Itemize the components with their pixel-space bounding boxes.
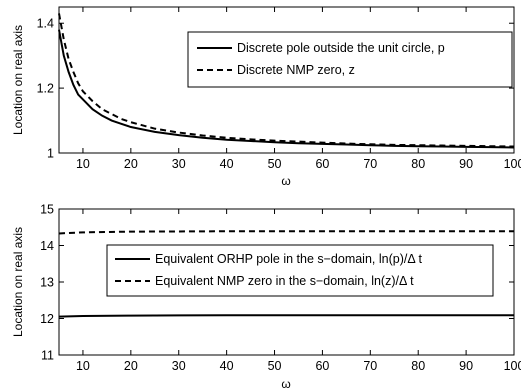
top-x-tick-label: 50 bbox=[268, 157, 282, 171]
top-x-tick-label: 40 bbox=[220, 157, 234, 171]
bottom-x-tick-label: 20 bbox=[124, 359, 138, 373]
top-legend-label-pole: Discrete pole outside the unit circle, p bbox=[237, 41, 445, 55]
bottom-x-tick-label: 30 bbox=[172, 359, 186, 373]
bottom-y-tick-label: 12 bbox=[40, 312, 54, 326]
bottom-x-axis-label: ω bbox=[281, 377, 290, 391]
bottom-y-tick-label: 11 bbox=[41, 349, 54, 363]
bottom-y-axis-label: Location on real axis bbox=[11, 227, 25, 337]
top-x-axis-label: ω bbox=[281, 174, 290, 188]
top-series-lines bbox=[58, 13, 515, 149]
top-y-axis-label: Location on real axis bbox=[11, 25, 25, 135]
top-y-tick-label: 1.2 bbox=[37, 82, 54, 96]
top-series-line-zero bbox=[58, 13, 515, 148]
bottom-legend-box bbox=[106, 244, 494, 297]
bottom-x-tick-label: 70 bbox=[363, 359, 377, 373]
bottom-chart: 10 20 30 40 50 60 70 80 90 100 11 12 13 14 15 ω Locati… bbox=[11, 203, 521, 392]
bottom-y-tick-label: 13 bbox=[40, 276, 54, 290]
bottom-x-tick-label: 50 bbox=[268, 359, 282, 373]
bottom-y-tick-label: 14 bbox=[40, 239, 54, 253]
bottom-legend: Equivalent ORHP pole in the s−domain, ln… bbox=[106, 244, 494, 297]
top-x-tick-label: 90 bbox=[459, 157, 473, 171]
top-x-tick-label: 30 bbox=[172, 157, 186, 171]
top-x-tick-label: 80 bbox=[411, 157, 425, 171]
bottom-x-tick-label: 90 bbox=[459, 359, 473, 373]
bottom-series-lines bbox=[58, 230, 514, 318]
top-x-tick-label: 100 bbox=[504, 157, 521, 171]
bottom-x-tick-label: 10 bbox=[76, 359, 90, 373]
bottom-series-line-zero bbox=[58, 230, 514, 235]
bottom-ticks: 10 20 30 40 50 60 70 80 90 100 11 12 13 14 15 bbox=[40, 203, 521, 374]
top-ticks: 10 20 30 40 50 60 70 80 90 100 1 1.2 1.4 bbox=[37, 7, 521, 171]
top-legend-label-zero: Discrete NMP zero, z bbox=[237, 63, 355, 77]
bottom-x-tick-label: 40 bbox=[220, 359, 234, 373]
top-y-tick-label: 1 bbox=[47, 147, 54, 161]
top-chart: 10 20 30 40 50 60 70 80 90 100 1 1.2 1.4 ω Location … bbox=[11, 6, 521, 188]
bottom-x-tick-label: 80 bbox=[411, 359, 425, 373]
top-legend: Discrete pole outside the unit circle, p… bbox=[187, 31, 513, 88]
top-x-tick-label: 60 bbox=[315, 157, 329, 171]
bottom-legend-label-zero: Equivalent NMP zero in the s−domain, ln(… bbox=[155, 274, 414, 288]
bottom-series-line-pole bbox=[58, 314, 514, 318]
bottom-y-tick-label: 15 bbox=[40, 203, 54, 217]
top-y-tick-label: 1.4 bbox=[37, 17, 54, 31]
top-legend-box bbox=[187, 31, 513, 88]
bottom-x-tick-label: 60 bbox=[315, 359, 329, 373]
bottom-x-tick-label: 100 bbox=[504, 359, 521, 373]
top-x-tick-label: 10 bbox=[76, 157, 90, 171]
top-x-tick-label: 20 bbox=[124, 157, 138, 171]
bottom-legend-label-pole: Equivalent ORHP pole in the s−domain, ln… bbox=[155, 252, 422, 266]
top-x-tick-label: 70 bbox=[363, 157, 377, 171]
